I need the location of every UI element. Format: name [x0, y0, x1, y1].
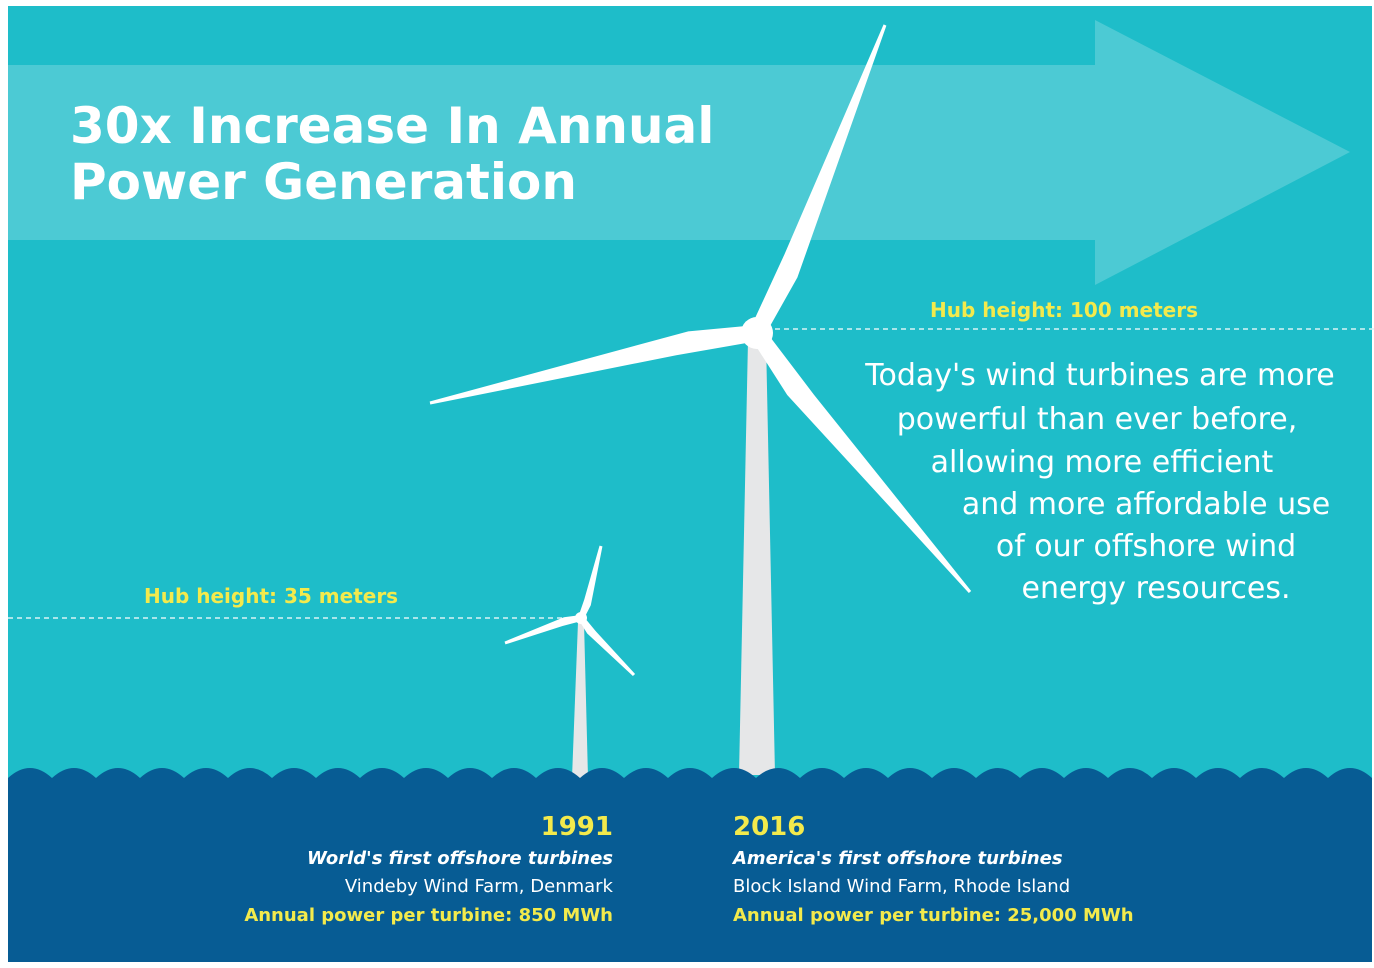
hub	[575, 612, 587, 624]
infographic: 30x Increase In Annual Power Generation …	[0, 0, 1374, 968]
title: Power Generation	[70, 153, 577, 211]
description-line: allowing more efficient	[931, 445, 1274, 480]
description-line: and more affordable use	[962, 487, 1330, 522]
description-line: powerful than ever before,	[897, 402, 1298, 437]
description-line: Today's wind turbines are more	[864, 358, 1335, 393]
hub-height-label: Hub height: 100 meters	[930, 298, 1198, 322]
description-line: energy resources.	[1022, 571, 1291, 606]
sea	[8, 768, 1372, 962]
headline: America's first offshore turbines	[731, 848, 1063, 869]
hub-height-label: Hub height: 35 meters	[144, 584, 398, 608]
title: 30x Increase In Annual	[70, 97, 714, 155]
annual-power: Annual power per turbine: 25,000 MWh	[733, 905, 1134, 926]
hub	[741, 317, 773, 349]
location: Vindeby Wind Farm, Denmark	[345, 876, 614, 897]
headline: World's first offshore turbines	[307, 848, 613, 869]
year: 1991	[541, 812, 613, 842]
annual-power: Annual power per turbine: 850 MWh	[244, 905, 613, 926]
description-line: of our offshore wind	[996, 529, 1296, 564]
year: 2016	[733, 812, 805, 842]
location: Block Island Wind Farm, Rhode Island	[733, 876, 1070, 897]
